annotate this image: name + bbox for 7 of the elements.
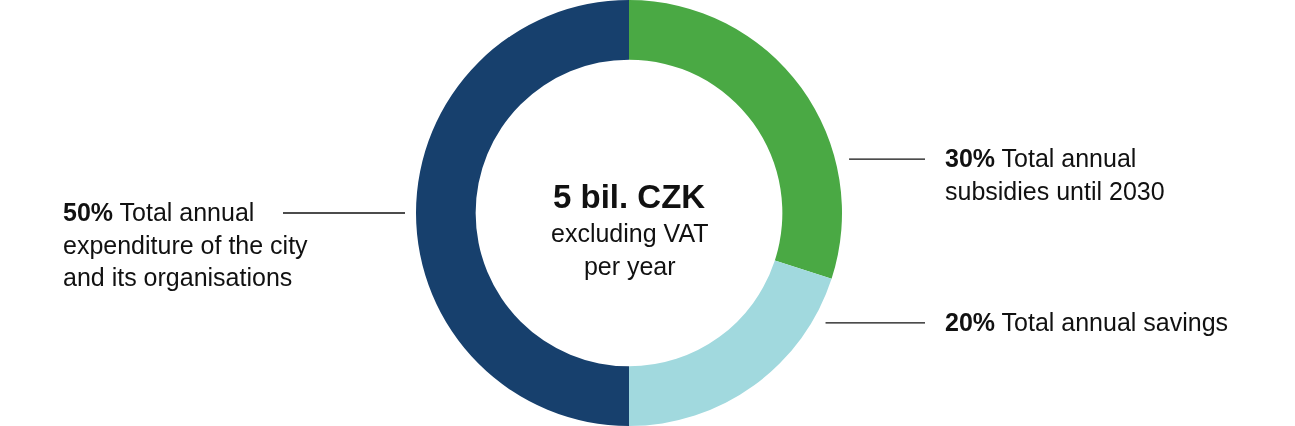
data-label: 30%: [945, 144, 996, 172]
text: 5 bil. CZK: [553, 178, 706, 215]
data-label: 50%: [63, 198, 114, 226]
donut-slice: [629, 260, 832, 426]
text: excluding VAT per year: [551, 219, 709, 280]
slice-label: Total annual savings: [1001, 308, 1229, 336]
data-label: 20%: [945, 308, 996, 336]
